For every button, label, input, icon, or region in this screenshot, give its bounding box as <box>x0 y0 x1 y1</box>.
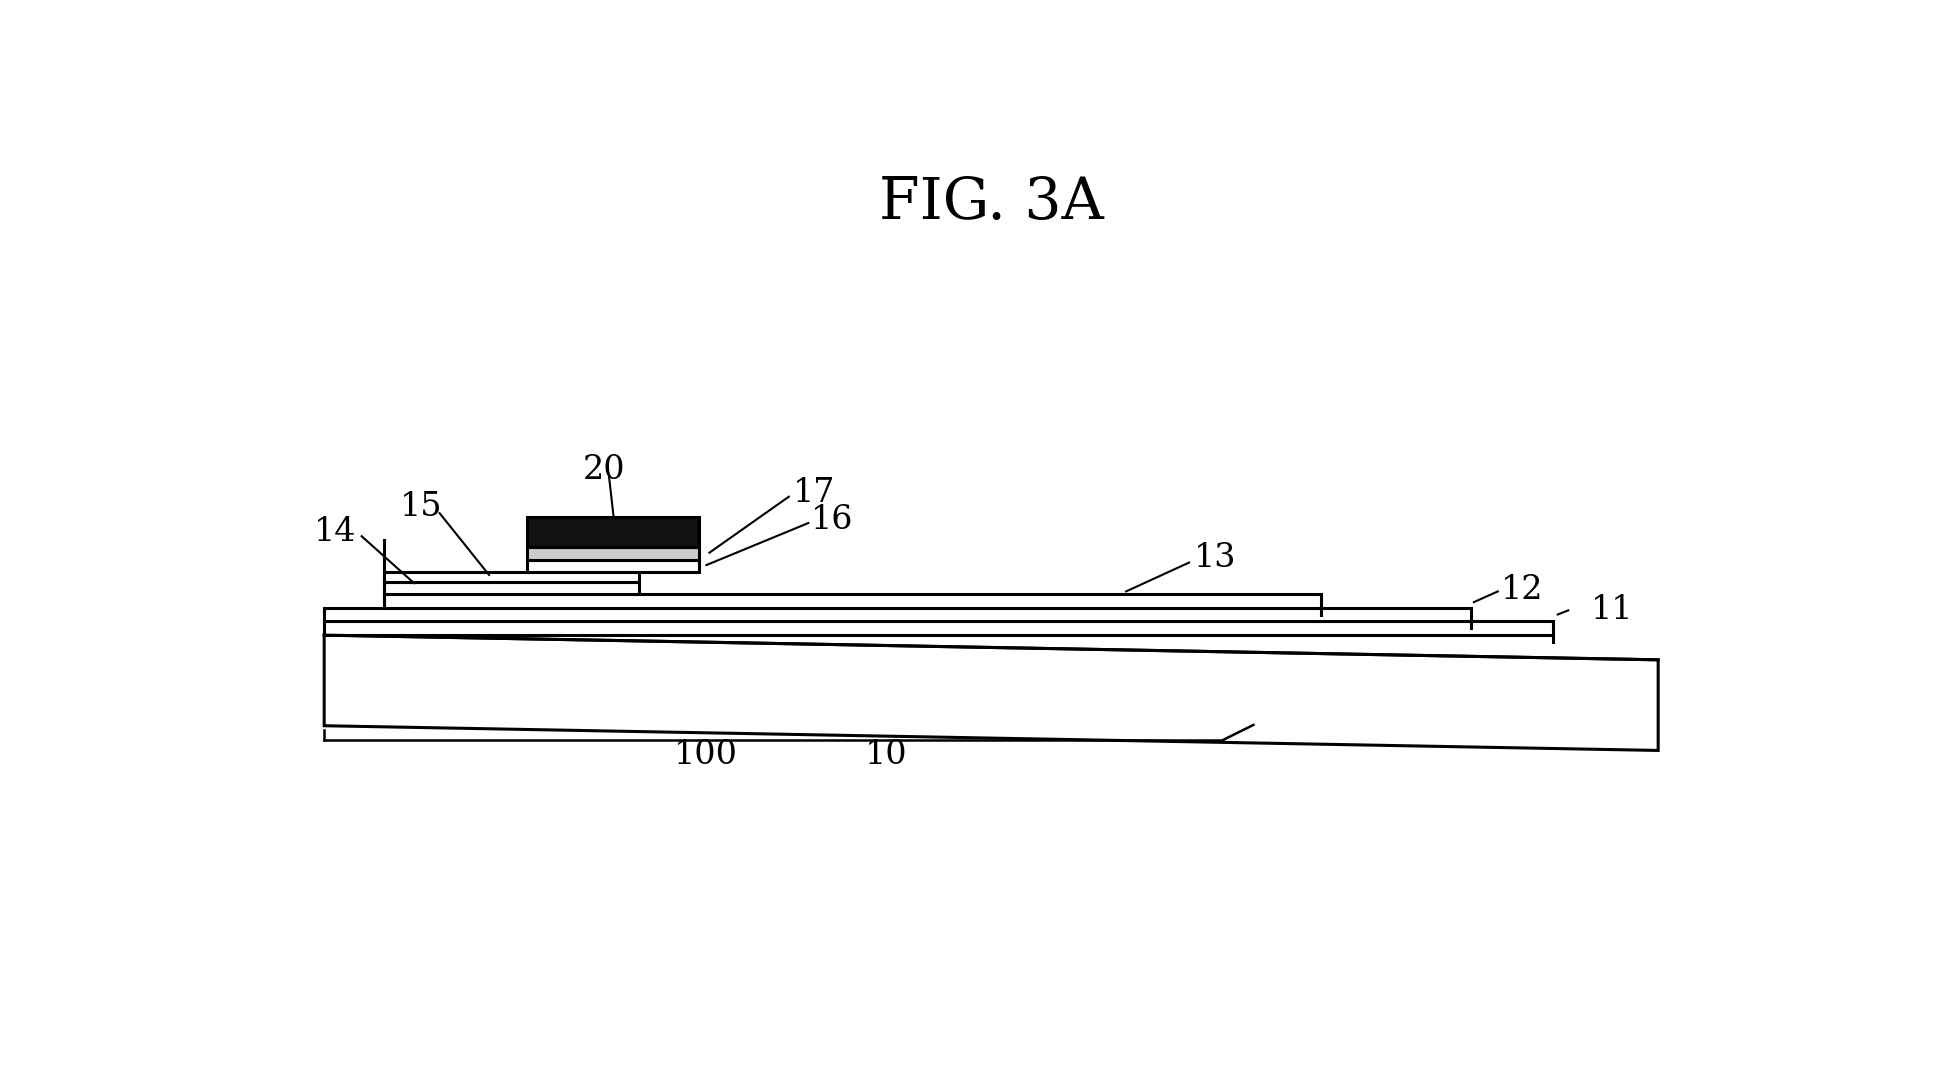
Bar <box>325 621 1553 636</box>
Text: 10: 10 <box>864 738 907 770</box>
Bar <box>385 581 638 594</box>
Bar <box>526 517 698 547</box>
Bar <box>526 547 698 560</box>
Text: 17: 17 <box>793 476 835 508</box>
Text: FIG. 3A: FIG. 3A <box>878 174 1104 230</box>
Text: 11: 11 <box>1592 594 1632 626</box>
Text: 12: 12 <box>1501 574 1543 606</box>
Text: 20: 20 <box>584 455 627 487</box>
Bar <box>385 571 638 581</box>
Text: 13: 13 <box>1193 542 1236 575</box>
Bar <box>325 608 1472 621</box>
Bar <box>385 594 1321 608</box>
Text: 14: 14 <box>313 516 356 548</box>
Bar <box>526 560 698 571</box>
Text: 16: 16 <box>812 504 853 536</box>
Polygon shape <box>325 636 1657 750</box>
Text: 100: 100 <box>675 738 739 770</box>
Text: 15: 15 <box>400 491 443 523</box>
